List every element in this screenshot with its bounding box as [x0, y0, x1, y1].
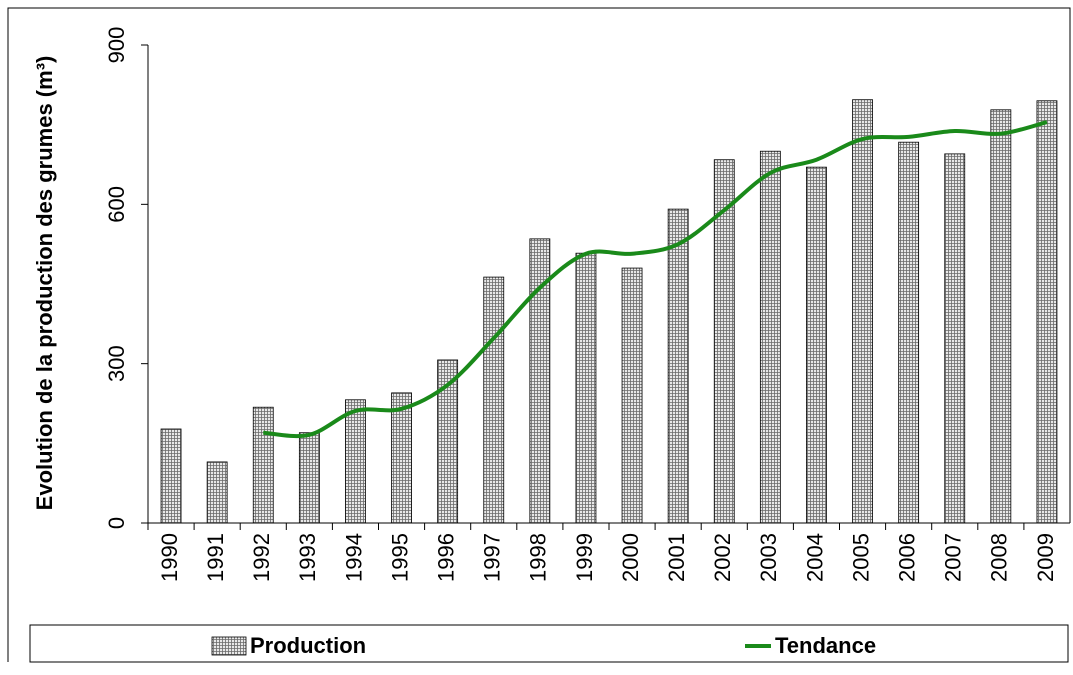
bar — [852, 99, 873, 524]
x-tick-label: 1998 — [526, 533, 551, 582]
bar — [391, 392, 412, 524]
bar — [806, 166, 827, 524]
bar — [206, 461, 228, 524]
bar — [944, 153, 966, 524]
bar — [298, 432, 320, 524]
x-tick-label: 2008 — [987, 533, 1012, 582]
x-tick-label: 1994 — [341, 533, 366, 582]
x-tick-label: 1996 — [433, 533, 458, 582]
x-tick-label: 1992 — [249, 533, 274, 582]
x-tick-label: 1995 — [387, 533, 412, 582]
x-tick-label: 2009 — [1033, 533, 1058, 582]
legend-swatch — [211, 636, 247, 656]
bar — [990, 109, 1012, 524]
bar — [759, 150, 781, 524]
bar — [1036, 100, 1058, 524]
bar — [713, 159, 735, 524]
frame — [7, 7, 1071, 662]
bar — [667, 208, 689, 524]
x-tick-label: 2004 — [802, 533, 827, 582]
bar — [621, 267, 643, 524]
bar — [160, 428, 182, 524]
x-tick-label: 2007 — [941, 533, 966, 582]
bar — [437, 359, 459, 524]
y-tick-label: 0 — [104, 517, 129, 529]
bar — [483, 276, 505, 524]
x-tick-label: 1991 — [203, 533, 228, 582]
x-tick-label: 1997 — [480, 533, 505, 582]
bar — [252, 406, 274, 524]
x-tick-label: 2001 — [664, 533, 689, 582]
bar — [575, 252, 597, 524]
bar — [345, 399, 366, 524]
x-tick-label: 2000 — [618, 533, 643, 582]
x-tick-label: 1993 — [295, 533, 320, 582]
x-tick-label: 2006 — [894, 533, 919, 582]
legend — [29, 624, 1069, 663]
trend-line — [263, 120, 1048, 439]
x-tick-label: 2003 — [756, 533, 781, 582]
x-tick-label: 1999 — [572, 533, 597, 582]
y-tick-label: 600 — [104, 186, 129, 223]
bar — [898, 141, 920, 524]
x-tick-label: 2005 — [848, 533, 873, 582]
x-tick-label: 1990 — [157, 533, 182, 582]
bar — [529, 238, 551, 524]
x-tick-label: 2002 — [710, 533, 735, 582]
legend-label: Tendance — [775, 633, 876, 658]
legend-label: Production — [250, 633, 366, 658]
y-tick-label: 900 — [104, 27, 129, 64]
y-tick-label: 300 — [104, 345, 129, 382]
y-axis-title: Evolution de la production des grumes (m… — [32, 56, 57, 511]
